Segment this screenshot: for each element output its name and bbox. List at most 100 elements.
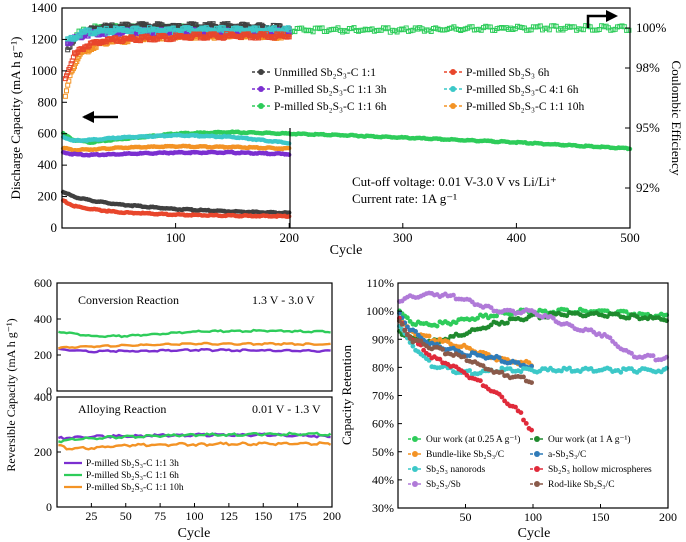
x-tick-label: 150 xyxy=(592,510,610,524)
retention-point xyxy=(437,356,443,362)
bottom-left-legend-entry: P-milled Sb₂S₃-C 1:1 6h xyxy=(64,471,179,481)
retention-point xyxy=(488,305,494,310)
reversible-series-line xyxy=(58,328,331,339)
x-tick-label: 175 xyxy=(289,509,307,523)
y-tick-label: 50% xyxy=(372,445,394,459)
x-tick-label: 125 xyxy=(220,509,238,523)
top-annotation-voltage: Cut-off voltage: 0.01 V-3.0 V vs Li/Li⁺ xyxy=(352,174,557,189)
capacity-point xyxy=(287,141,292,146)
retention-point xyxy=(467,368,472,373)
bottom-left-x-axis-label: Cycle xyxy=(178,526,211,541)
y-tick-label: 60% xyxy=(372,417,394,431)
retention-point xyxy=(478,378,483,384)
retention-point xyxy=(480,363,486,369)
top-legend-entry: P-milled Sb₂S₃-C 4:1 6h xyxy=(444,84,579,96)
retention-point xyxy=(461,354,467,359)
efficiency-point xyxy=(64,73,69,79)
x-tick-label: 200 xyxy=(279,230,299,245)
retention-legend-label: Our work (at 0.25 A g⁻¹) xyxy=(426,434,520,445)
retention-point xyxy=(496,355,502,360)
y-tick-label: 80% xyxy=(372,360,394,374)
retention-point xyxy=(650,353,656,359)
retention-point xyxy=(399,322,405,327)
top-legend-entry: P-milled Sb₂S₃ 6h xyxy=(444,67,550,79)
legend-swatch-marker xyxy=(258,103,264,109)
legend-swatch-marker xyxy=(258,86,264,92)
x-tick-label: 400 xyxy=(507,230,527,245)
efficiency-point xyxy=(62,76,68,82)
x-tick-label: 100 xyxy=(524,510,542,524)
bottom-left-ticks: 0 200 400 600 0 200 400 25 50 75 100 125 150 175 200 xyxy=(34,276,341,523)
top-legend-label: P-milled Sb₂S₃-C 1:1 6h xyxy=(274,101,387,113)
retention-point xyxy=(567,365,572,371)
retention-point xyxy=(521,374,526,380)
y-tick-label: 110% xyxy=(366,276,394,290)
retention-legend-label: Sb₂S₃ nanorods xyxy=(426,465,485,475)
retention-x-axis-label: Cycle xyxy=(518,526,551,541)
retention-legend-entry: a-Sb₂S₃/C xyxy=(530,450,586,460)
retention-legend-label: Sb₂S₃ hollow microspheres xyxy=(548,465,652,475)
legend-swatch-marker xyxy=(258,69,264,75)
capacity-retention-chart: 50 100 150 200 30% 40% 50% 60% 70% 80% 90% 100% 110%… xyxy=(339,276,677,541)
y2-tick-label: 100% xyxy=(636,20,667,35)
y-tick-label: 30% xyxy=(372,501,394,515)
legend-swatch-marker xyxy=(450,69,456,75)
retention-point xyxy=(494,313,499,319)
y-tick-label: 1200 xyxy=(31,31,57,46)
legend-swatch-marker xyxy=(534,481,540,487)
top-legend-label: Unmilled Sb₂S₃-C 1:1 xyxy=(274,67,376,79)
top-annotation-rate: Current rate: 1A g⁻¹ xyxy=(352,191,457,206)
bottom-left-y-axis-label: Reversible Capacity (mA h g⁻¹) xyxy=(4,318,18,471)
y-tick-label: 400 xyxy=(38,157,58,172)
reversible-capacity-chart: 0 200 400 600 0 200 400 25 50 75 100 125 150 175 200 C… xyxy=(4,276,341,541)
bottom-left-legend-label: P-milled Sb₂S₃-C 1:1 10h xyxy=(86,483,184,493)
retention-point xyxy=(521,417,526,423)
retention-point xyxy=(421,347,426,353)
y-tick-label: 100% xyxy=(366,304,394,318)
retention-legend-label: Our work (at 1 A g⁻¹) xyxy=(548,434,631,445)
bottom-left-legend-entry: P-milled Sb₂S₃-C 1:1 10h xyxy=(64,483,184,493)
x-tick-label: 300 xyxy=(393,230,413,245)
top-legend-entry: P-milled Sb₂S₃-C 1:1 6h xyxy=(252,101,387,113)
efficiency-series-5 xyxy=(62,31,292,82)
retention-legend-entry: Our work (at 0.25 A g⁻¹) xyxy=(408,434,520,445)
retention-legend-entry: Sb₂S₃ nanorods xyxy=(408,465,485,475)
y-tick-label: 200 xyxy=(34,445,52,459)
top-legend-entry: P-milled Sb₂S₃-C 1:1 10h xyxy=(444,101,584,113)
top-y2-ticks: 92% 95% 98% 100% xyxy=(625,20,667,195)
y-tick-label: 400 xyxy=(34,390,52,404)
retention-point xyxy=(434,323,440,329)
retention-legend-entry: Sb₂S₃ hollow microspheres xyxy=(530,465,652,475)
bottom-left-legend: P-milled Sb₂S₃-C 1:1 3h P-milled Sb₂S₃-C … xyxy=(64,459,184,493)
reversible-series-line xyxy=(58,441,332,451)
legend-swatch-marker xyxy=(534,466,540,472)
retention-legend-entry: Sb₂S₃/Sb xyxy=(408,480,461,490)
y-tick-label: 0 xyxy=(46,500,52,514)
retention-point xyxy=(529,427,534,433)
y2-tick-label: 98% xyxy=(636,60,660,75)
x-tick-label: 100 xyxy=(166,230,186,245)
bottom-left-legend-label: P-milled Sb₂S₃-C 1:1 6h xyxy=(86,471,179,481)
legend-swatch-marker xyxy=(534,436,540,442)
top-y-axis-label: Discharge Capacity (mA h g⁻¹) xyxy=(8,37,23,200)
y2-tick-label: 95% xyxy=(636,120,660,135)
retention-point xyxy=(515,360,521,365)
efficiency-point xyxy=(65,70,71,76)
capacity-series-1 xyxy=(60,132,292,146)
top-legend-entry: Unmilled Sb₂S₃-C 1:1 xyxy=(252,67,376,79)
capacity-series-3 xyxy=(60,149,292,158)
retention-series-4 xyxy=(397,323,669,377)
capacity-series-group xyxy=(60,129,633,219)
top-x-ticks: 100 200 300 400 500 xyxy=(166,223,640,245)
retention-point xyxy=(418,338,424,344)
y-tick-label: 70% xyxy=(372,389,394,403)
retention-point xyxy=(607,335,613,341)
retention-ticks: 50 100 150 200 30% 40% 50% 60% 70% 80% 90% 100% 110% xyxy=(366,276,677,524)
efficiency-point xyxy=(286,34,292,40)
retention-series-7 xyxy=(397,318,534,385)
retention-point xyxy=(618,369,624,375)
y-tick-label: 200 xyxy=(34,348,52,362)
y-tick-label: 400 xyxy=(34,312,52,326)
retention-point xyxy=(518,369,524,375)
